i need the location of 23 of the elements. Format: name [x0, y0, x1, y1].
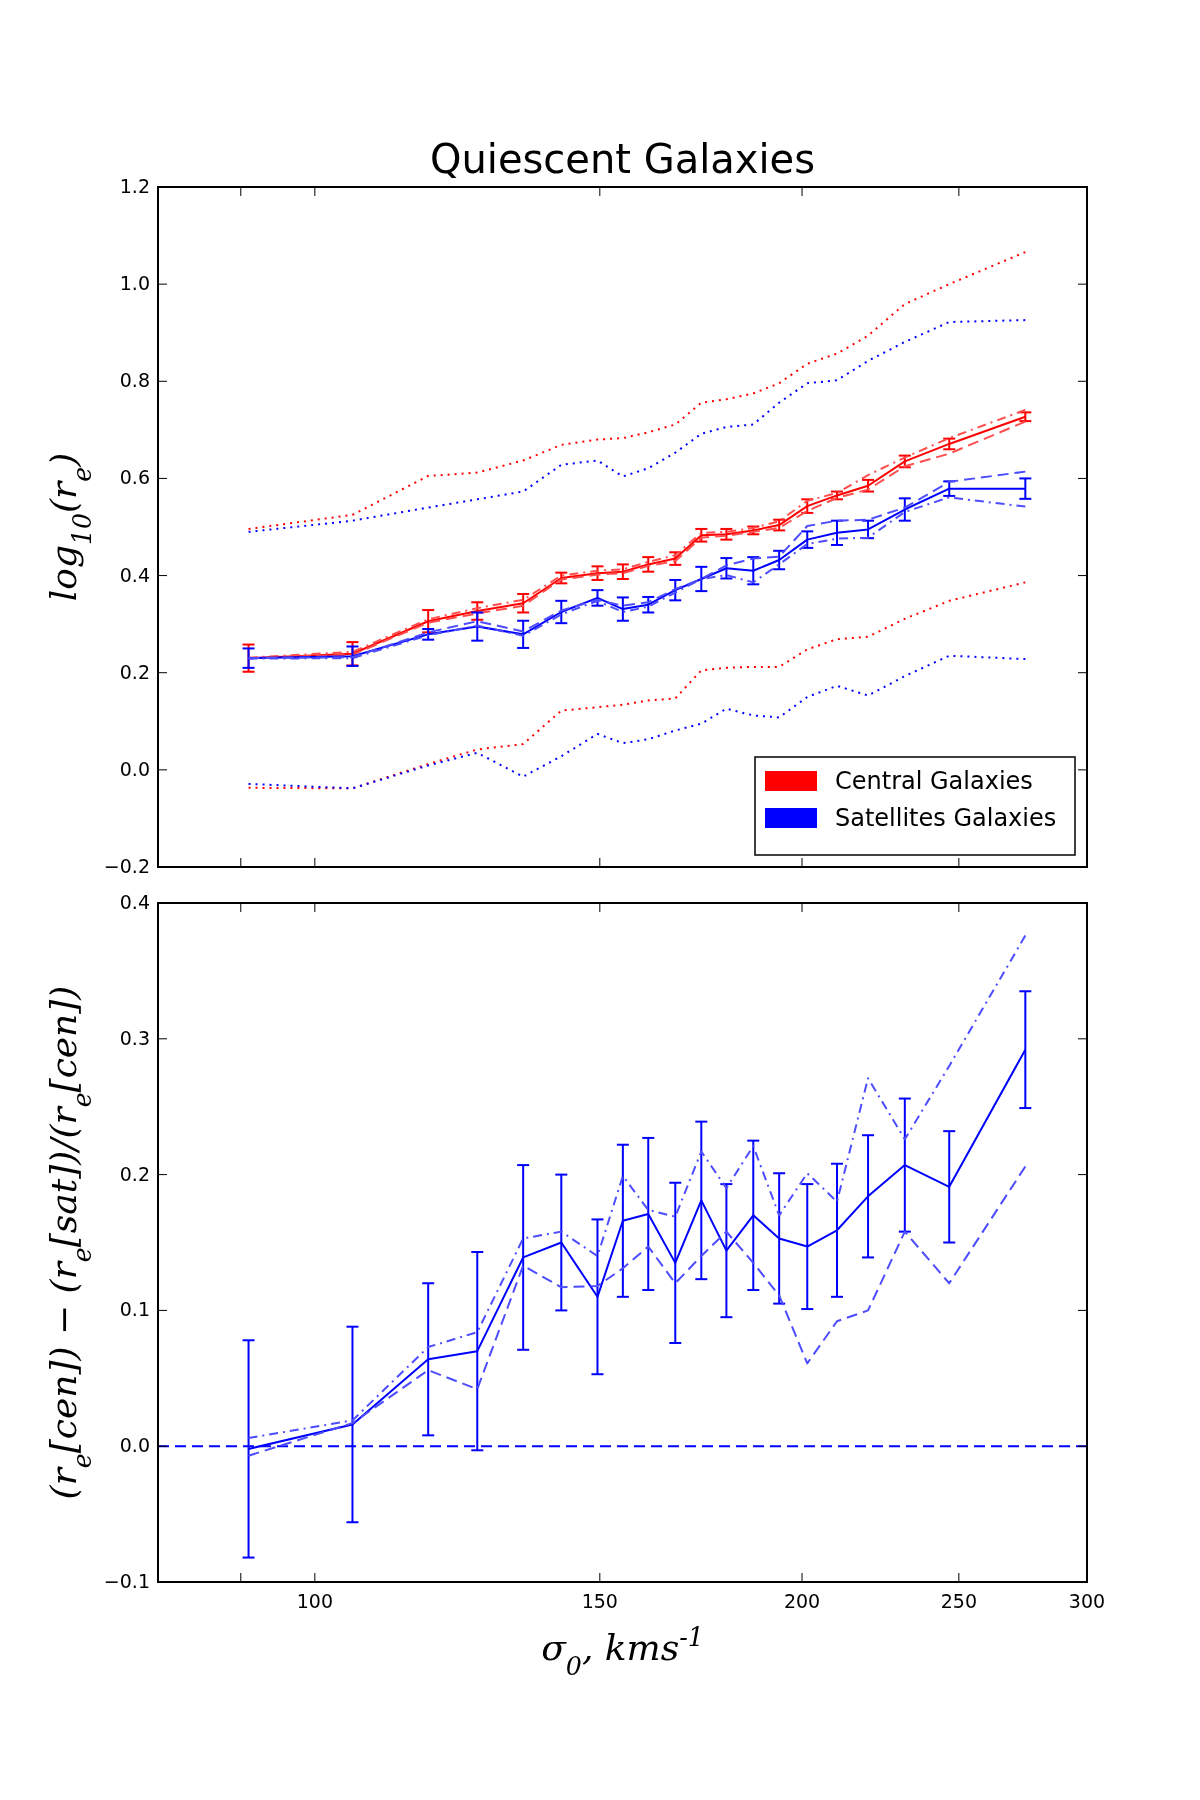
- x-tick-label: 200: [783, 1590, 821, 1612]
- x-tick-label: 100: [296, 1590, 333, 1612]
- y-tick-label: 0.3: [119, 1026, 150, 1049]
- y-tick-label: 1.0: [119, 272, 150, 295]
- y-tick-label: 0.6: [119, 466, 150, 489]
- y-tick-label: −0.1: [103, 1570, 150, 1592]
- y-tick-label: −0.2: [103, 855, 150, 877]
- y-tick-label: 1.2: [119, 175, 150, 197]
- y-tick-label: 0.4: [119, 563, 150, 586]
- y-tick-label: 0.8: [119, 369, 150, 392]
- y-tick-label: 0.2: [119, 1162, 150, 1185]
- x-tick-label: 150: [581, 1590, 618, 1612]
- x-tick-label: 300: [1068, 1590, 1106, 1612]
- y-tick-label: 0.0: [119, 757, 150, 780]
- x-axis-title: σ$_{0}$, kms$^{-1}$: [541, 1622, 704, 1681]
- y-tick-label: 0.2: [119, 660, 150, 683]
- legend-label: Central Galaxies: [835, 767, 1033, 795]
- legend-label: Satellites Galaxies: [835, 804, 1057, 832]
- x-tick-label: 250: [940, 1590, 977, 1612]
- y-tick-label: 0.1: [119, 1298, 150, 1321]
- y-tick-label: 0.4: [119, 891, 150, 913]
- y-tick-label: 0.0: [119, 1434, 150, 1457]
- chart-title: Quiescent Galaxies: [429, 136, 816, 182]
